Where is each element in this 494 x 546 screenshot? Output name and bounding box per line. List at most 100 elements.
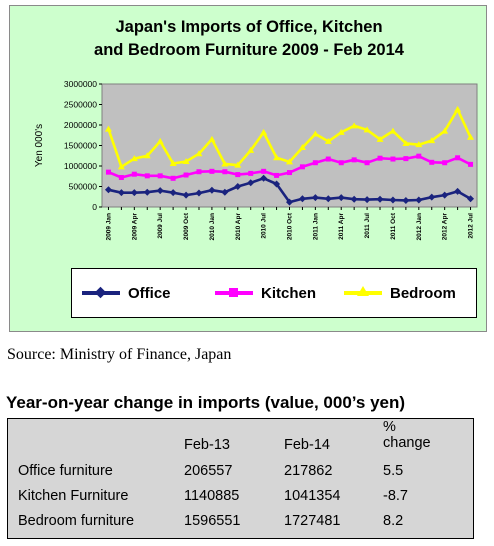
legend-item-office: Office <box>82 283 171 303</box>
data-point-office <box>376 195 384 203</box>
data-point-bedroom <box>247 146 255 153</box>
x-tick-label: 2012 Jul <box>468 213 475 239</box>
x-tick-label: 2011 Jan <box>312 213 319 240</box>
data-point-kitchen <box>468 161 474 167</box>
data-point-office <box>337 194 345 202</box>
x-tick-label: 2009 Jan <box>105 213 112 240</box>
data-point-kitchen <box>429 159 435 165</box>
data-point-bedroom <box>234 161 242 168</box>
source-note: Source: Ministry of Finance, Japan <box>7 346 232 363</box>
data-point-bedroom <box>208 135 216 142</box>
data-point-kitchen <box>364 160 370 166</box>
data-point-bedroom <box>415 141 423 148</box>
data-point-kitchen <box>261 168 267 174</box>
legend-label-kitchen: Kitchen <box>261 284 317 302</box>
data-point-kitchen <box>455 155 461 161</box>
x-tick-label: 2012 Jan <box>416 213 423 240</box>
data-point-bedroom <box>143 152 151 159</box>
data-point-bedroom <box>104 125 112 132</box>
table-header-feb-13: Feb-13 <box>184 437 230 453</box>
data-point-kitchen <box>170 175 176 181</box>
data-point-office <box>130 189 138 197</box>
table-header-feb-14: Feb-14 <box>284 437 330 453</box>
data-point-kitchen <box>196 169 202 175</box>
legend-swatch-office <box>82 283 120 303</box>
data-table: Feb-13 Feb-14 % change Office furniture 2… <box>7 418 474 539</box>
data-point-bedroom <box>298 144 306 151</box>
x-tick-label: 2009 Apr <box>131 213 138 241</box>
data-point-office <box>286 198 293 206</box>
data-point-kitchen <box>248 170 254 176</box>
data-point-kitchen <box>222 169 228 175</box>
x-tick-label: 2010 Apr <box>235 213 242 241</box>
table-title: Year-on-year change in imports (value, 0… <box>6 393 406 412</box>
data-point-kitchen <box>274 172 280 178</box>
data-point-office <box>454 187 462 195</box>
data-point-office <box>104 186 112 194</box>
data-point-kitchen <box>144 173 150 179</box>
data-point-kitchen <box>235 172 241 178</box>
data-point-kitchen <box>338 160 344 166</box>
chart-title-line-1: Japan's Imports of Office, Kitchen <box>115 18 383 36</box>
table-cell-office-feb-14: 217862 <box>284 463 333 479</box>
data-point-kitchen <box>403 156 409 162</box>
y-tick-label: 3000000 <box>64 79 97 89</box>
data-point-bedroom <box>402 139 410 146</box>
legend-item-bedroom: Bedroom <box>344 283 456 303</box>
data-point-office <box>363 196 371 204</box>
data-point-bedroom <box>467 133 475 140</box>
data-point-office <box>467 195 475 203</box>
table-row-label-bedroom: Bedroom furniture <box>18 513 135 529</box>
data-point-office <box>311 194 319 202</box>
x-tick-label: 2011 Jul <box>364 213 371 238</box>
data-point-bedroom <box>363 126 371 133</box>
data-point-office <box>195 189 203 197</box>
data-point-bedroom <box>376 135 384 142</box>
data-point-office <box>208 186 216 194</box>
data-point-office <box>350 195 358 203</box>
data-point-kitchen <box>377 155 383 161</box>
data-point-kitchen <box>131 171 137 177</box>
table-header-pct-change: % change <box>383 419 443 451</box>
y-tick-label: 0 <box>92 202 97 212</box>
data-point-kitchen <box>416 153 422 159</box>
legend-swatch-kitchen <box>215 283 253 303</box>
data-point-office <box>298 195 306 203</box>
data-point-kitchen <box>183 172 189 178</box>
data-point-office <box>260 174 268 182</box>
x-tick-label: 2010 Oct <box>287 212 294 240</box>
x-tick-label: 2011 Oct <box>390 212 397 240</box>
data-point-office <box>182 191 190 199</box>
table-cell-kitchen-change: -8.7 <box>383 488 408 504</box>
chart-legend: Office Kitchen Bedroom <box>71 268 477 318</box>
data-point-bedroom <box>260 128 268 135</box>
data-point-office <box>441 191 449 199</box>
table-row-label-office: Office furniture <box>18 463 113 479</box>
data-point-kitchen <box>105 169 111 175</box>
chart-area: Japan's Imports of Office, Kitchen and B… <box>9 5 487 332</box>
data-point-kitchen <box>287 170 292 176</box>
line-chart: 0 500000 1000000 1500000 2000000 2500000 30000… <box>34 79 478 241</box>
data-point-bedroom <box>324 137 332 144</box>
data-point-office <box>247 179 255 187</box>
legend-item-kitchen: Kitchen <box>215 283 316 303</box>
data-point-bedroom <box>169 160 177 167</box>
x-tick-label: 2009 Oct <box>183 212 190 240</box>
y-tick-label: 500000 <box>69 182 98 192</box>
y-tick-label: 1500000 <box>64 141 97 151</box>
data-point-bedroom <box>441 127 449 134</box>
table-cell-kitchen-feb-13: 1140885 <box>184 488 240 504</box>
data-point-office <box>221 188 229 196</box>
table-row-label-kitchen: Kitchen Furniture <box>18 488 129 504</box>
data-point-office <box>234 183 242 190</box>
data-point-bedroom <box>286 158 293 165</box>
data-point-bedroom <box>195 150 203 157</box>
data-point-office <box>428 193 436 201</box>
data-point-office <box>143 188 151 196</box>
data-point-bedroom <box>221 160 229 167</box>
data-point-office <box>389 196 397 204</box>
y-axis-label: Yen 000's <box>34 124 45 167</box>
table-cell-bedroom-feb-14: 1727481 <box>284 513 341 529</box>
table-cell-office-feb-13: 206557 <box>184 463 233 479</box>
data-point-kitchen <box>299 164 305 170</box>
